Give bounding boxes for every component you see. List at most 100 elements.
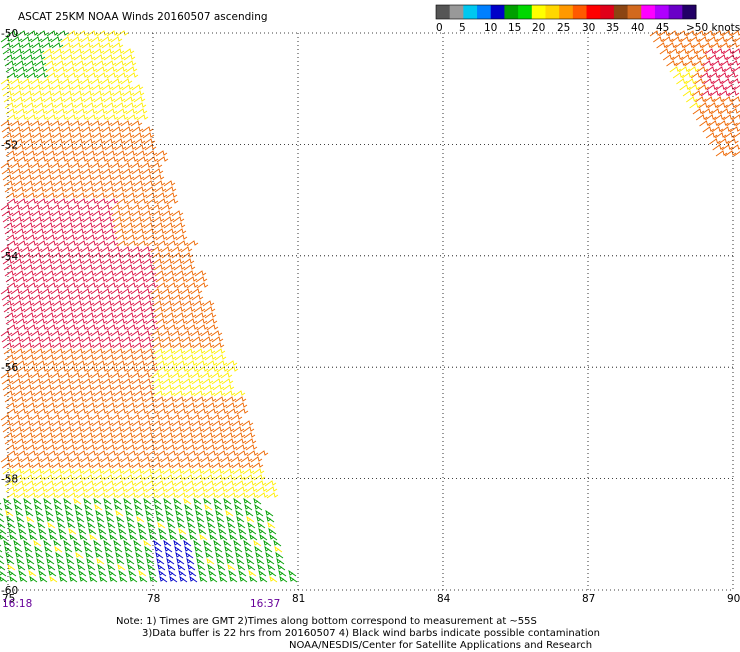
wind-barb (25, 505, 32, 510)
wind-barb (67, 559, 74, 564)
wind-barb (87, 409, 98, 414)
wind-barb (36, 193, 47, 198)
wind-barb (206, 361, 217, 366)
wind-barb (162, 295, 173, 300)
wind-barb (124, 139, 135, 144)
wind-barb (34, 349, 45, 354)
wind-barb (95, 313, 106, 318)
wind-barb (4, 307, 15, 312)
wind-barb (31, 415, 42, 420)
wind-barb (162, 421, 173, 426)
wind-barb (131, 121, 142, 126)
wind-barb (51, 205, 62, 210)
wind-barb (143, 343, 154, 348)
wind-barb (123, 385, 134, 390)
wind-barb (187, 517, 194, 522)
legend-swatch (641, 5, 655, 19)
wind-barb (27, 451, 38, 456)
wind-barb (50, 535, 57, 540)
wind-barb (11, 331, 22, 336)
wind-barb (84, 181, 95, 186)
wind-barb (224, 499, 231, 504)
wind-barb (81, 457, 92, 462)
wind-barb (95, 61, 106, 66)
wind-barb (187, 451, 198, 456)
note-line-3: NOAA/NESDIS/Center for Satellite Applica… (289, 640, 592, 652)
wind-barb (31, 289, 42, 294)
wind-barb (174, 349, 185, 354)
wind-barb (46, 109, 57, 114)
wind-barb (230, 577, 237, 582)
wind-barb (115, 271, 126, 276)
wind-barb (222, 463, 233, 468)
wind-barb (32, 85, 43, 90)
wind-barb (101, 373, 112, 378)
wind-barb (122, 421, 133, 426)
wind-barb (191, 457, 202, 462)
wind-barb (231, 415, 242, 420)
wind-barb (63, 469, 74, 474)
wind-barb (41, 37, 52, 42)
wind-barb (36, 445, 47, 450)
wind-barb (135, 505, 142, 510)
wind-barb (106, 511, 113, 516)
wind-barb (127, 115, 138, 120)
wind-barb (3, 49, 14, 54)
wind-barb (43, 133, 54, 138)
wind-barb (27, 517, 34, 522)
wind-barb (37, 241, 48, 246)
wind-barb (215, 505, 222, 510)
wind-barb (42, 127, 53, 132)
wind-barb (55, 187, 66, 192)
wind-barb (156, 445, 167, 450)
wind-barb (217, 559, 224, 564)
wind-barb (93, 301, 104, 306)
wind-barb (152, 169, 163, 174)
wind-barb (75, 313, 86, 318)
wind-barb (25, 481, 36, 486)
wind-barb (106, 487, 117, 492)
wind-barb (208, 565, 215, 570)
wind-barb (227, 517, 234, 522)
wind-barb (260, 535, 267, 540)
wind-barb (46, 319, 57, 324)
wind-barb (141, 289, 152, 294)
wind-barb (96, 67, 107, 72)
wind-barb (44, 433, 55, 438)
wind-barb (137, 241, 148, 246)
wind-barb (51, 289, 62, 294)
wind-barb (16, 235, 27, 240)
wind-barb (5, 271, 16, 276)
wind-barb (74, 307, 85, 312)
wind-barb (22, 253, 33, 258)
wind-barb (225, 397, 236, 402)
wind-barb (220, 535, 227, 540)
wind-barb (189, 571, 196, 576)
wind-barb (54, 265, 65, 270)
wind-barb (96, 445, 107, 450)
wind-barb (67, 493, 78, 498)
wind-barb (31, 121, 42, 126)
wind-barb (0, 523, 5, 528)
wind-barb (35, 103, 46, 108)
wind-barb (100, 535, 107, 540)
wind-barb (4, 181, 15, 186)
wind-barb (224, 541, 231, 546)
wind-barb (161, 373, 172, 378)
wind-barb (62, 253, 73, 258)
wind-barb (204, 349, 215, 354)
wind-barb (11, 205, 22, 210)
wind-barb (154, 307, 165, 312)
wind-barb (137, 559, 144, 564)
wind-barb (104, 541, 111, 546)
wind-barb (86, 151, 97, 156)
wind-barb (141, 331, 152, 336)
wind-barb (113, 217, 124, 222)
wind-barb (34, 181, 45, 186)
wind-barb (16, 403, 27, 408)
wind-barb (157, 325, 168, 330)
wind-barb (150, 577, 157, 582)
wind-barb (94, 349, 105, 354)
wind-barb (53, 91, 64, 96)
